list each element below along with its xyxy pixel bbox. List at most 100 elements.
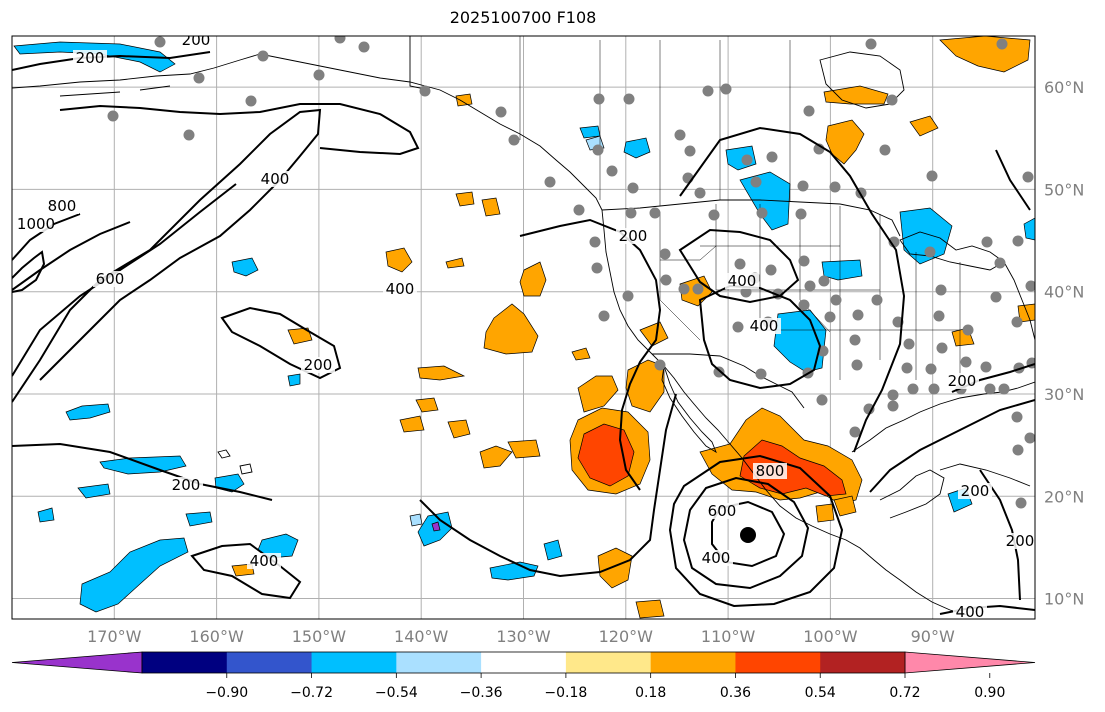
colorbar-tick-label: −0.90 <box>205 685 248 701</box>
station-dot <box>741 154 753 166</box>
lon-tick-label: 90°W <box>911 627 955 646</box>
station-dot <box>962 324 974 336</box>
station-dot <box>935 284 947 296</box>
station-dot <box>589 236 601 248</box>
station-dot <box>849 334 861 346</box>
latitude-labels: 60°N 50°N 40°N 30°N 20°N 10°N <box>1044 78 1084 608</box>
field-patch-positive <box>825 119 865 165</box>
contour-line <box>678 228 800 304</box>
station-dot <box>622 290 634 302</box>
longitude-labels: 170°W 160°W 150°W 140°W 130°W 120°W 110°W 100°W… <box>87 627 955 646</box>
lat-tick-label: 60°N <box>1044 78 1084 97</box>
station-dot <box>984 383 996 395</box>
contour-label-bg <box>169 477 203 493</box>
field-patch-negative <box>79 537 189 613</box>
low-center-marker <box>740 527 756 543</box>
station-dot <box>1012 235 1024 247</box>
contour-line <box>668 454 844 608</box>
contour-label: 200 <box>182 31 211 49</box>
contour-label: 400 <box>261 170 290 188</box>
field-patch-positive <box>597 547 633 589</box>
station-dot <box>1011 411 1023 423</box>
station-dot <box>756 207 768 219</box>
contour-line <box>12 183 237 377</box>
lon-tick-label: 130°W <box>496 627 551 646</box>
station-dot <box>797 180 809 192</box>
lon-tick-label: 140°W <box>394 627 449 646</box>
coastline-baja <box>661 365 717 454</box>
contour-label: 200 <box>304 356 333 374</box>
contour-label: 400 <box>386 280 415 298</box>
station-dot <box>183 129 195 141</box>
contour-label: 200 <box>948 372 977 390</box>
coastline-hudson <box>819 51 905 109</box>
field-patch-positive <box>455 191 475 207</box>
contour-line <box>679 126 906 453</box>
contour-label: 400 <box>956 603 985 621</box>
station-dot <box>901 362 913 374</box>
contour-line <box>190 542 302 600</box>
field-core-strong-positive <box>739 439 847 497</box>
station-dot <box>803 105 815 117</box>
station-dot <box>107 110 119 122</box>
station-dot <box>863 403 875 415</box>
colorbar-segment <box>565 652 652 673</box>
station-dot <box>928 383 940 395</box>
graticule <box>12 36 1035 619</box>
contour-label: 800 <box>756 462 785 480</box>
colorbar-segment <box>311 652 397 673</box>
colorbar-outline <box>141 651 906 674</box>
station-dot <box>660 274 672 286</box>
station-dot <box>933 310 945 322</box>
contour-line <box>979 469 1021 601</box>
colorbar-tick-label: 0.18 <box>635 685 666 701</box>
field-patch-negative <box>543 539 563 561</box>
contour-line <box>698 284 822 390</box>
field-patch-positive <box>455 93 473 107</box>
lat-tick-label: 40°N <box>1044 283 1084 302</box>
station-dot <box>1012 444 1024 456</box>
contour-label: 400 <box>250 552 279 570</box>
station-dot <box>879 144 891 156</box>
colorbar-segment <box>735 652 821 673</box>
station-dot <box>606 165 618 177</box>
station-dot <box>924 246 936 258</box>
station-dot <box>830 294 842 306</box>
lon-tick-label: 150°W <box>292 627 347 646</box>
contour-line <box>682 476 810 590</box>
colorbar-extend-min <box>11 651 143 674</box>
field-patch-positive <box>479 445 513 469</box>
field-patch-positive <box>385 247 413 273</box>
station-dot <box>865 38 877 50</box>
contour-label: 800 <box>48 197 77 215</box>
station-dot <box>654 359 666 371</box>
colorbar-tick-label: 0.72 <box>889 685 920 701</box>
coastline-alaska <box>12 53 603 211</box>
field-patch-extreme-negative <box>431 521 441 532</box>
contour-label: 600 <box>708 502 737 520</box>
station-dot <box>702 85 714 97</box>
coastline-east <box>1003 261 1035 341</box>
station-dot <box>804 280 816 292</box>
station-dot <box>816 394 828 406</box>
field-patch-positive <box>939 36 1031 73</box>
coastlines <box>12 36 1035 617</box>
province-lines <box>519 36 791 206</box>
contour-label: 200 <box>619 227 648 245</box>
lon-tick-label: 120°W <box>599 627 654 646</box>
colorbar-segment <box>650 652 736 673</box>
colorbar-segment <box>481 652 567 673</box>
contour-line <box>12 221 131 291</box>
station-dot <box>674 129 686 141</box>
station-dot <box>694 187 706 199</box>
colorbar-tick-label: −0.18 <box>544 685 587 701</box>
field-patch-negative <box>899 207 953 265</box>
field-patch-negative <box>77 483 111 499</box>
station-dot <box>1025 280 1035 292</box>
colorbar-tick-label: 0.90 <box>974 685 1005 701</box>
field-patch-negative <box>65 403 111 421</box>
station-dot <box>795 208 807 220</box>
field-patch-negative <box>37 507 55 523</box>
field-patch-negative <box>489 561 539 581</box>
